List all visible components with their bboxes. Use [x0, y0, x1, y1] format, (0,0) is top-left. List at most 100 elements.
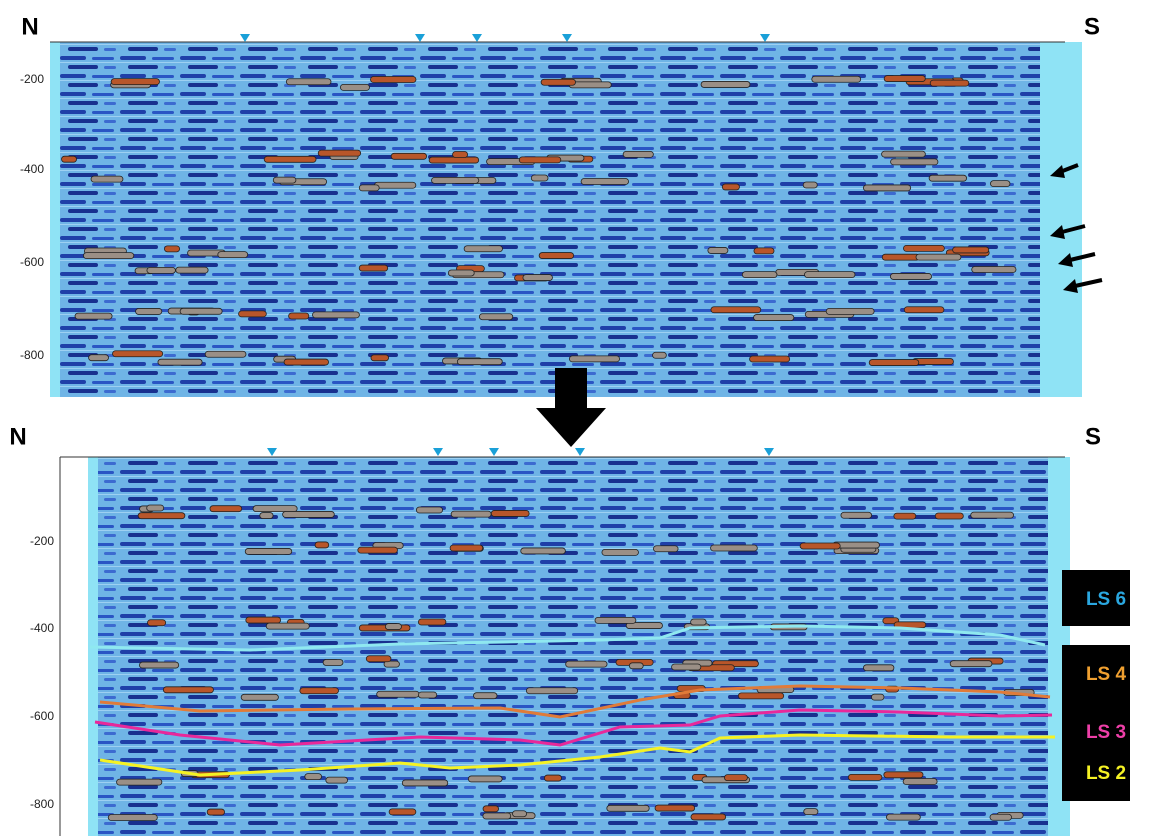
- depth-tick: -200: [30, 534, 54, 548]
- anomaly: [518, 156, 562, 164]
- anomaly: [90, 175, 124, 183]
- anomaly: [139, 661, 180, 669]
- anomaly: [384, 623, 402, 630]
- anomaly: [463, 245, 503, 253]
- horizon-label: LS 4: [1086, 664, 1127, 685]
- anomaly: [383, 660, 400, 668]
- anomaly: [388, 808, 417, 816]
- amplitude-anomalies: [61, 75, 1017, 366]
- anomaly: [893, 512, 917, 520]
- anomaly: [374, 181, 417, 189]
- anomaly: [628, 662, 644, 670]
- anomaly: [525, 687, 579, 695]
- anomaly: [263, 155, 317, 163]
- bottom-panel: N S -200 -400 -600 -800 LS 6 LS 4 LS 3 L…: [9, 423, 1130, 836]
- anomaly: [252, 505, 298, 513]
- anomaly: [970, 511, 1014, 519]
- anomaly: [112, 350, 164, 358]
- anomaly: [325, 776, 348, 784]
- anomaly: [238, 310, 267, 318]
- anomaly: [299, 687, 339, 695]
- anomaly: [74, 312, 113, 320]
- anomaly: [137, 512, 186, 520]
- anomaly: [317, 149, 362, 157]
- anomaly: [710, 306, 762, 314]
- anomaly: [601, 548, 639, 556]
- transition-arrow: [536, 368, 606, 447]
- label-box: [1062, 645, 1130, 801]
- anomaly: [540, 78, 576, 86]
- anomaly: [802, 181, 818, 189]
- anomaly: [417, 691, 438, 699]
- anomaly: [606, 804, 650, 812]
- anomaly: [825, 307, 875, 315]
- anomaly: [162, 686, 214, 694]
- arrows: [1050, 163, 1103, 293]
- anomaly: [753, 314, 795, 321]
- anomaly: [358, 264, 389, 272]
- anomaly: [883, 75, 926, 82]
- anomaly: [83, 252, 135, 260]
- anomaly: [565, 660, 608, 668]
- anomaly: [890, 273, 932, 280]
- horizon-label: LS 6: [1086, 589, 1126, 610]
- anomaly: [724, 774, 748, 782]
- anomaly: [881, 253, 920, 261]
- anomaly: [952, 246, 990, 254]
- anomaly: [811, 75, 862, 83]
- anomaly: [568, 355, 620, 363]
- well-marker: [562, 34, 572, 42]
- well-marker: [489, 448, 499, 456]
- depth-tick: -600: [20, 255, 44, 269]
- anomaly: [883, 771, 924, 779]
- anomaly: [622, 150, 654, 158]
- anomaly: [990, 180, 1011, 188]
- anomaly: [803, 808, 819, 816]
- anomaly: [110, 78, 160, 86]
- well-marker: [472, 34, 482, 42]
- anomaly: [886, 813, 921, 821]
- anomaly: [915, 253, 962, 261]
- anomaly: [288, 312, 310, 320]
- anomaly: [890, 158, 939, 166]
- anomaly: [749, 355, 791, 363]
- anomaly: [840, 511, 873, 519]
- anomaly: [580, 178, 629, 185]
- anomaly: [157, 358, 203, 366]
- anomaly: [934, 512, 964, 520]
- anomaly: [304, 773, 322, 781]
- top-panel: N S -200 -400 -600 -800: [20, 13, 1103, 397]
- anomaly: [482, 812, 512, 820]
- anomaly: [700, 81, 751, 88]
- anomaly: [431, 176, 480, 184]
- anomaly: [741, 271, 778, 279]
- anomaly: [452, 151, 469, 158]
- anomaly: [365, 655, 392, 663]
- anomaly: [625, 622, 663, 629]
- anomaly: [164, 245, 181, 253]
- anomaly: [376, 690, 420, 698]
- anomaly: [929, 79, 970, 87]
- anomaly: [61, 155, 77, 163]
- anomaly: [206, 808, 225, 816]
- north-label: N: [21, 13, 38, 40]
- anomaly: [447, 269, 475, 277]
- anomaly: [175, 266, 209, 274]
- anomaly: [543, 774, 562, 782]
- anomaly: [949, 660, 993, 668]
- seismic-section: [60, 42, 1040, 397]
- anomaly: [245, 616, 282, 624]
- depth-tick: -400: [30, 621, 54, 635]
- anomaly: [135, 308, 163, 315]
- anomaly: [358, 184, 380, 192]
- south-label: S: [1085, 423, 1101, 450]
- anomaly: [903, 244, 945, 252]
- anomaly: [449, 544, 484, 552]
- anomaly: [862, 184, 912, 192]
- anomaly: [871, 693, 885, 701]
- anomaly: [538, 252, 575, 259]
- horizon-ls6: [89, 624, 1046, 652]
- anomaly: [370, 76, 417, 83]
- horizon-ls2: [99, 733, 1055, 777]
